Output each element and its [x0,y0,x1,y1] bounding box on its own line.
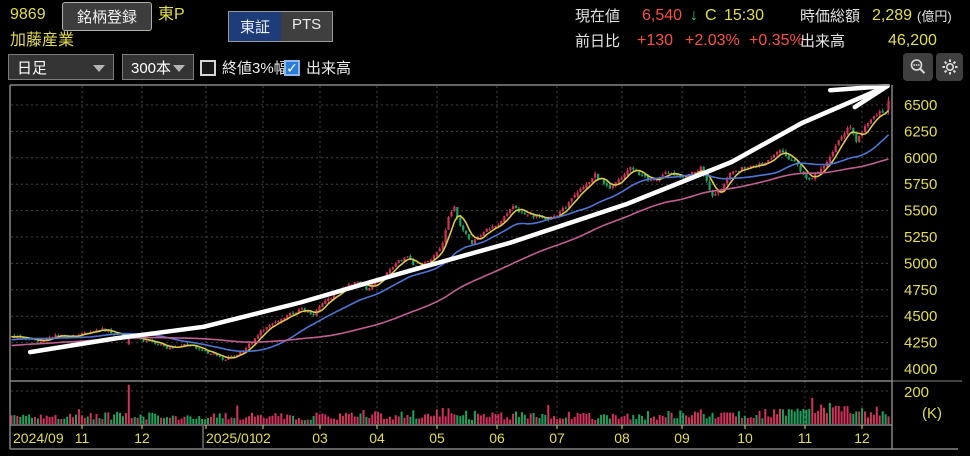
exchange-tab-group: 東証 PTS [228,11,334,42]
bar-count-select-value: 300本 [131,59,172,77]
current-price-value: 6,540 [642,7,683,24]
ma-short [11,109,890,359]
bar-count-select[interactable]: 300本 [122,54,194,80]
svg-text:6500: 6500 [904,97,937,114]
svg-text:07: 07 [549,430,565,446]
market-cap-unit: (億円) [917,9,952,24]
close-band-checkbox-label: 終値3%幅 [222,60,289,77]
trend-annotation [27,84,890,355]
quote-time: 15:30 [724,7,765,24]
settings-button[interactable] [936,53,963,81]
svg-text:06: 06 [489,430,505,446]
market-cap-value: 2,289 [872,7,913,24]
volume-checkbox-label: 出来高 [306,60,352,77]
volume-checkbox[interactable]: ✓ [284,59,300,76]
svg-text:11: 11 [75,430,90,446]
price-down-arrow-icon: ↓ [690,7,698,24]
close-band-checkbox-row[interactable]: ✓ 終値3%幅 [200,57,289,78]
magnifier-icon [910,59,926,74]
ma-long [11,158,889,347]
volume-checkbox-row[interactable]: ✓ 出来高 [284,57,351,78]
chevron-down-icon [173,65,185,72]
svg-text:4500: 4500 [904,308,937,325]
close-band-checkbox[interactable]: ✓ [200,59,216,76]
change-value: +130 [637,32,674,49]
y-axis-labels: 6500 6250 6000 5750 5500 5250 5000 4750 4500 4250… [904,97,942,422]
market-segment-label: 東P [158,6,185,23]
change-percent: +2.03% [685,32,740,49]
register-symbol-button[interactable]: 銘柄登録 [62,2,153,31]
svg-text:5250: 5250 [904,229,937,246]
svg-text:02: 02 [255,430,271,446]
zoom-tool-button[interactable] [903,53,933,81]
svg-text:6000: 6000 [904,150,937,167]
svg-text:6250: 6250 [904,123,937,140]
gear-icon [942,59,957,75]
check-icon: ✓ [286,59,298,76]
period-select[interactable]: 日足 [8,54,114,80]
volume-layer [10,384,890,424]
change-label: 前日比 [575,33,621,50]
tab-pts[interactable]: PTS [281,12,333,41]
pane-borders [9,84,962,450]
svg-text:4000: 4000 [904,361,937,378]
svg-text:08: 08 [614,430,630,446]
current-price-label: 現在値 [575,8,621,25]
volume-label: 出来高 [800,33,846,50]
svg-text:12: 12 [854,430,870,446]
svg-text:4750: 4750 [904,282,937,299]
svg-text:(K): (K) [922,405,942,422]
svg-text:04: 04 [369,430,385,446]
tab-tosho[interactable]: 東証 [229,12,282,41]
volume-value: 46,200 [888,32,937,49]
stock-code: 9869 [10,6,46,23]
svg-text:5000: 5000 [904,255,937,272]
svg-text:11: 11 [798,430,813,446]
svg-text:05: 05 [429,430,445,446]
x-axis-ticks [81,425,863,448]
svg-text:10: 10 [737,430,753,446]
market-cap-label: 時価総額 [800,8,861,25]
close-flag: C [705,7,717,24]
svg-text:2024/09: 2024/09 [13,430,64,446]
svg-text:5750: 5750 [904,176,937,193]
extra-percent: +0.35% [749,32,804,49]
svg-text:12: 12 [134,430,150,446]
svg-text:03: 03 [312,430,328,446]
price-chart-canvas[interactable]: 6500 6250 6000 5750 5500 5250 5000 4750 4500 4250… [0,84,970,456]
svg-text:2025/01: 2025/01 [206,430,257,446]
chevron-down-icon [93,65,105,72]
svg-text:4250: 4250 [904,335,937,352]
svg-text:09: 09 [674,430,690,446]
svg-text:200: 200 [904,384,929,401]
period-select-value: 日足 [17,59,48,77]
stock-name: 加藤産業 [10,32,75,49]
svg-text:5500: 5500 [904,203,937,220]
grid-layer [11,86,890,424]
